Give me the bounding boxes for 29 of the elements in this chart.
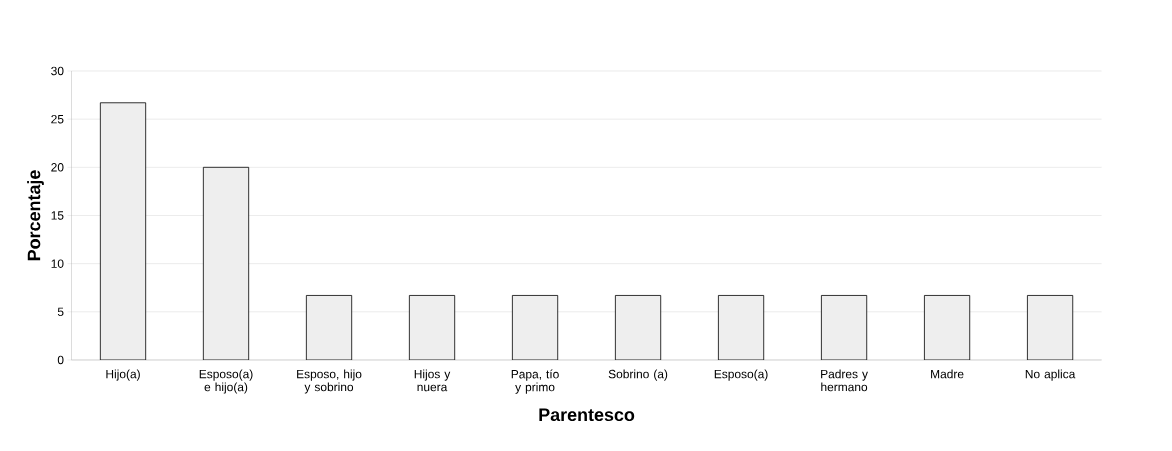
bar bbox=[1027, 295, 1074, 360]
bar bbox=[821, 295, 868, 360]
bar bbox=[614, 295, 662, 360]
x-tick-label: Papa, tío y primo bbox=[511, 369, 559, 394]
y-tick-label: 15 bbox=[51, 211, 64, 220]
x-tick-label: Hijo(a) bbox=[106, 369, 140, 381]
x-tick-label: Esposo, hijo y sobrino bbox=[297, 369, 362, 394]
x-tick-label: No aplica bbox=[1025, 369, 1076, 381]
x-tick-label: Hijos y nuera bbox=[414, 369, 451, 392]
bar bbox=[408, 295, 456, 360]
y-tick-label: 20 bbox=[51, 163, 64, 172]
y-tick-label: 0 bbox=[57, 355, 64, 365]
bar bbox=[924, 295, 971, 360]
y-tick-label: 25 bbox=[51, 114, 64, 124]
x-tick-label: Esposo(a) e hijo(a) bbox=[199, 369, 253, 394]
bar bbox=[511, 295, 559, 360]
bar bbox=[99, 102, 147, 360]
y-tick-label: 30 bbox=[51, 66, 64, 76]
bar bbox=[717, 295, 765, 360]
x-tick-label: Esposo(a) bbox=[714, 369, 768, 381]
y-tick-label: 10 bbox=[51, 259, 64, 268]
bar bbox=[202, 166, 250, 360]
y-tick-label: 5 bbox=[57, 307, 64, 316]
y-axis-title: Porcentaje bbox=[27, 170, 44, 261]
x-tick-label: Padres y hermano bbox=[821, 369, 868, 392]
bar bbox=[305, 295, 353, 360]
x-tick-label: Sobrino (a) bbox=[608, 369, 668, 381]
x-axis-title: Parentesco bbox=[539, 408, 635, 422]
x-tick-label: Madre bbox=[931, 369, 964, 379]
